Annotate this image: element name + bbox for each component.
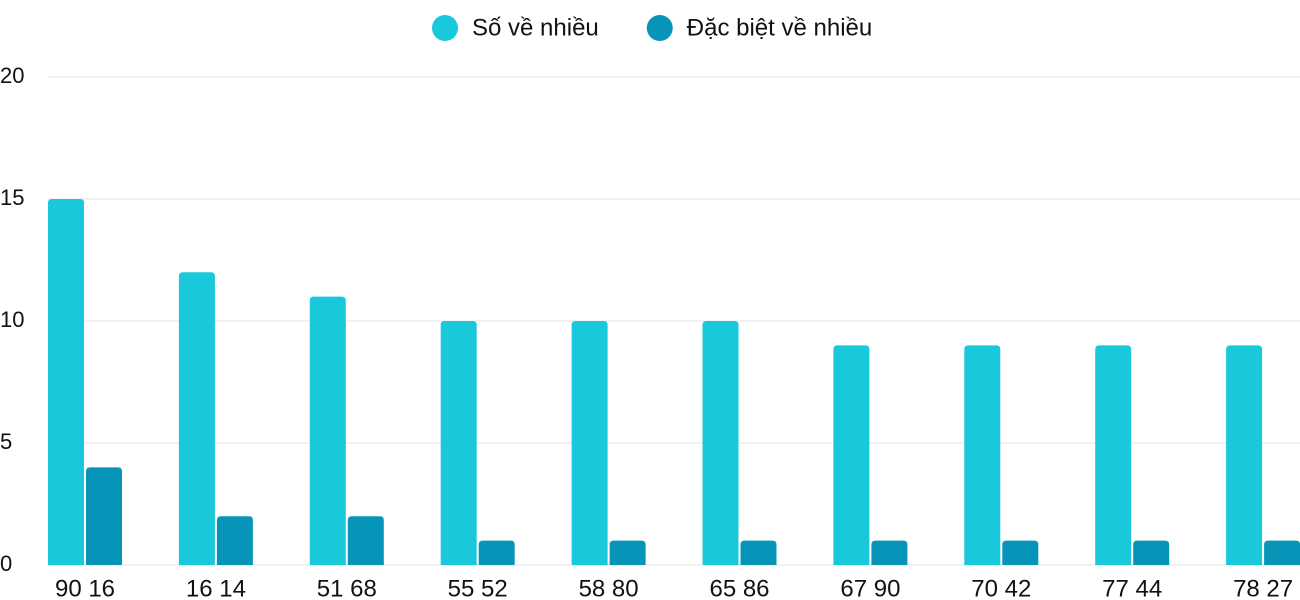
y-tick-label: 0 xyxy=(0,551,12,576)
legend-label: Số về nhiều xyxy=(472,14,599,41)
bar xyxy=(347,516,384,565)
bar xyxy=(571,321,608,565)
bar xyxy=(86,467,122,565)
bar xyxy=(478,540,515,565)
bar xyxy=(440,321,477,565)
legend-marker xyxy=(432,15,458,41)
x-tick-label: 90 16 xyxy=(55,575,115,600)
y-tick-label: 15 xyxy=(0,185,24,210)
bar xyxy=(1095,345,1132,565)
bar xyxy=(702,321,739,565)
bar xyxy=(178,272,215,565)
legend-label: Đặc biệt về nhiều xyxy=(687,14,872,41)
x-tick-label: 58 80 xyxy=(579,575,639,600)
bar xyxy=(216,516,253,565)
bar xyxy=(1264,540,1300,565)
y-tick-label: 10 xyxy=(0,307,24,332)
y-tick-label: 20 xyxy=(0,63,24,88)
legend-marker xyxy=(646,15,673,41)
x-tick-label: 67 90 xyxy=(840,575,900,600)
bar xyxy=(1226,345,1263,565)
x-tick-label: 78 27 xyxy=(1233,575,1293,600)
y-tick-label: 5 xyxy=(0,429,12,454)
bar xyxy=(871,540,908,565)
bar xyxy=(609,540,646,565)
bar xyxy=(309,296,346,565)
bar xyxy=(1133,540,1170,565)
x-tick-label: 51 68 xyxy=(317,575,377,600)
x-tick-label: 77 44 xyxy=(1102,575,1162,600)
bar xyxy=(1002,540,1039,565)
x-tick-label: 70 42 xyxy=(971,575,1031,600)
x-tick-label: 55 52 xyxy=(448,575,508,600)
bar xyxy=(740,540,777,565)
bar xyxy=(833,345,870,565)
x-tick-label: 16 14 xyxy=(186,575,246,600)
bar xyxy=(964,345,1001,565)
x-tick-label: 65 86 xyxy=(709,575,769,600)
bar xyxy=(48,199,84,565)
